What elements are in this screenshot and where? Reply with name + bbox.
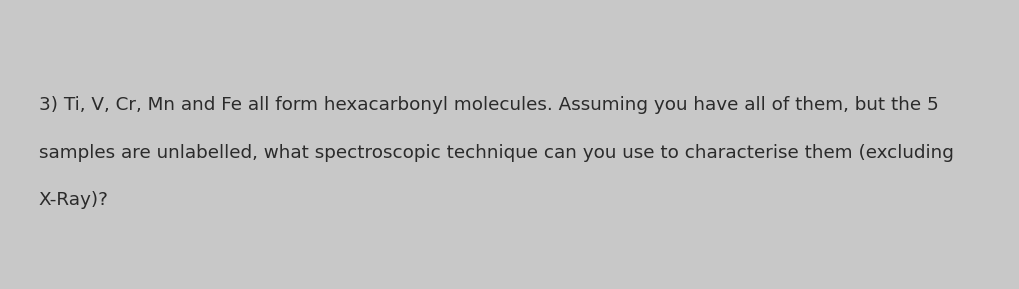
Text: X-Ray)?: X-Ray)?	[39, 191, 109, 209]
Text: 3) Ti, V, Cr, Mn and Fe all form hexacarbonyl molecules. Assuming you have all o: 3) Ti, V, Cr, Mn and Fe all form hexacar…	[39, 96, 937, 114]
Text: samples are unlabelled, what spectroscopic technique can you use to characterise: samples are unlabelled, what spectroscop…	[39, 144, 953, 162]
